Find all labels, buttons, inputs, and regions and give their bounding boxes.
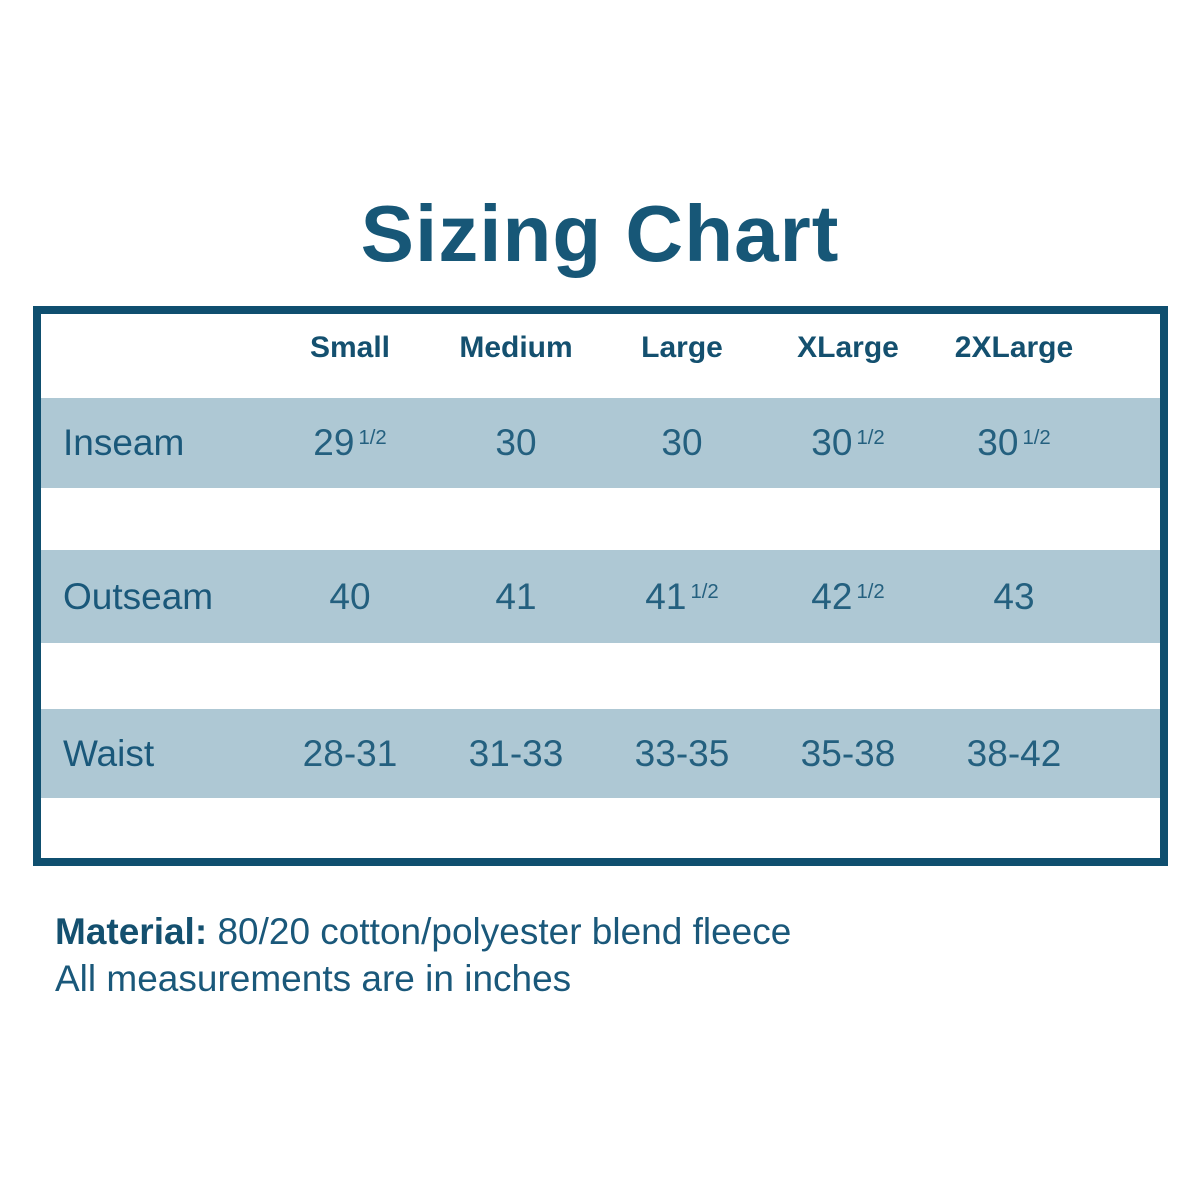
column-header-large: Large: [641, 331, 723, 364]
row-spacer: [41, 643, 1160, 709]
inseam-xlarge: 30 1/2: [811, 422, 885, 463]
table-row-inseam: Inseam 29 1/2 30 30 30 1/2 30 1/2: [41, 398, 1160, 488]
footer-notes: Material: 80/20 cotton/polyester blend f…: [55, 908, 791, 1003]
material-value: 80/20 cotton/polyester blend fleece: [217, 911, 792, 952]
sizing-table: Small Medium Large XLarge 2XLarge Inseam…: [33, 306, 1168, 866]
table-header-row: Small Medium Large XLarge 2XLarge: [41, 314, 1160, 398]
measurements-note: All measurements are in inches: [55, 958, 572, 1000]
table-row-outseam: Outseam 40 41 41 1/2 42 1/2 43: [41, 550, 1160, 643]
material-line: Material: 80/20 cotton/polyester blend f…: [55, 908, 791, 955]
waist-medium: 31-33: [468, 732, 564, 774]
column-header-small: Small: [309, 331, 391, 364]
inseam-2xlarge: 30 1/2: [977, 422, 1051, 463]
row-label-inseam: Inseam: [63, 422, 185, 463]
column-header-2xlarge: 2XLarge: [954, 331, 1074, 364]
outseam-2xlarge: 43: [993, 575, 1035, 617]
waist-small: 28-31: [302, 732, 398, 774]
inseam-small: 29 1/2: [313, 422, 387, 463]
outseam-small: 40: [329, 575, 371, 617]
waist-xlarge: 35-38: [800, 732, 896, 774]
outseam-medium: 41: [495, 575, 537, 617]
material-label: Material:: [55, 911, 208, 952]
waist-2xlarge: 38-42: [966, 732, 1062, 774]
outseam-large: 41 1/2: [645, 575, 719, 617]
outseam-xlarge: 42 1/2: [811, 575, 885, 617]
page-title: Sizing Chart: [360, 189, 840, 278]
row-label-waist: Waist: [63, 732, 155, 774]
column-header-medium: Medium: [459, 331, 573, 364]
row-spacer: [41, 488, 1160, 550]
table-row-waist: Waist 28-31 31-33 33-35 35-38 38-42: [41, 709, 1160, 798]
inseam-large: 30: [661, 422, 703, 463]
row-label-outseam: Outseam: [63, 575, 214, 617]
waist-large: 33-35: [634, 732, 730, 774]
column-header-xlarge: XLarge: [797, 331, 899, 364]
inseam-medium: 30: [495, 422, 537, 463]
